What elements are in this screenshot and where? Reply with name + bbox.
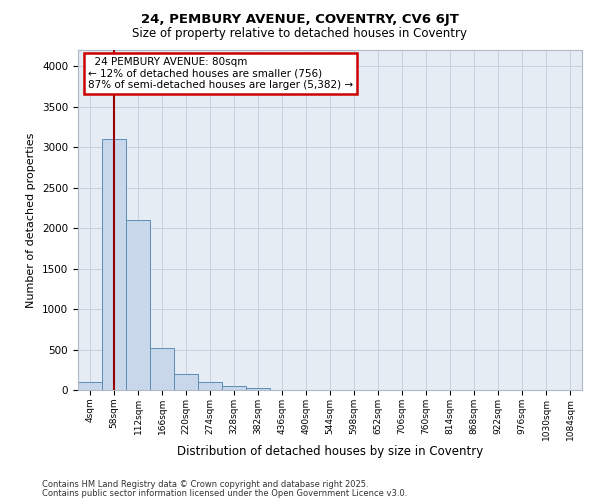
Text: Contains public sector information licensed under the Open Government Licence v3: Contains public sector information licen…	[42, 488, 407, 498]
Bar	[222, 386, 246, 390]
Bar	[246, 388, 270, 390]
Bar	[174, 374, 198, 390]
Bar	[126, 220, 150, 390]
Bar	[198, 382, 222, 390]
X-axis label: Distribution of detached houses by size in Coventry: Distribution of detached houses by size …	[177, 446, 483, 458]
Text: 24 PEMBURY AVENUE: 80sqm  
← 12% of detached houses are smaller (756)
87% of sem: 24 PEMBURY AVENUE: 80sqm ← 12% of detach…	[88, 57, 353, 90]
Bar	[78, 382, 102, 390]
Bar	[102, 139, 126, 390]
Text: 24, PEMBURY AVENUE, COVENTRY, CV6 6JT: 24, PEMBURY AVENUE, COVENTRY, CV6 6JT	[141, 12, 459, 26]
Text: Size of property relative to detached houses in Coventry: Size of property relative to detached ho…	[133, 28, 467, 40]
Bar	[150, 348, 174, 390]
Text: Contains HM Land Registry data © Crown copyright and database right 2025.: Contains HM Land Registry data © Crown c…	[42, 480, 368, 489]
Y-axis label: Number of detached properties: Number of detached properties	[26, 132, 37, 308]
